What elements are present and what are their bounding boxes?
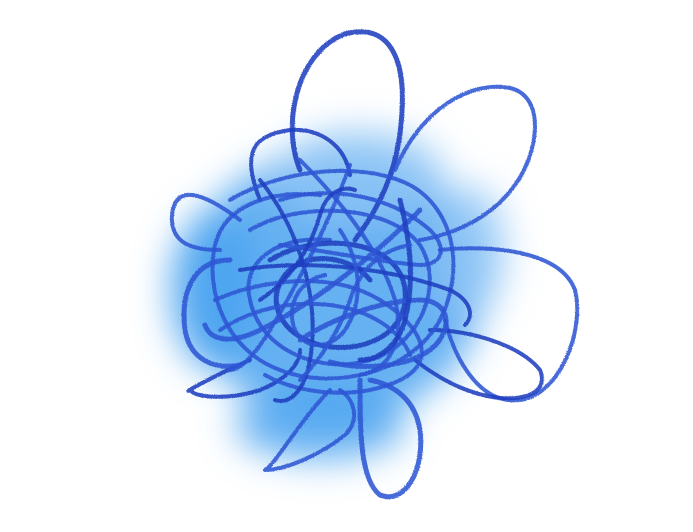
scribble-core-9 xyxy=(238,263,472,327)
scribble-loop-bottom-left xyxy=(263,388,356,472)
scribble-loop-bottom xyxy=(357,377,424,500)
scribble-core-6 xyxy=(258,178,315,403)
scribble-strokes xyxy=(169,29,580,500)
scribble-core-13 xyxy=(289,228,360,347)
scribble-core-12 xyxy=(258,186,357,302)
scribble-core-4 xyxy=(213,279,424,395)
scribble-loop-left-2 xyxy=(181,257,243,369)
scribble-loop-upper-left xyxy=(249,127,352,202)
scribble-loop-top-right xyxy=(393,84,537,242)
scribble-core-15 xyxy=(357,197,413,363)
scribble-core-7 xyxy=(202,207,423,342)
watercolor-wash xyxy=(170,130,505,460)
scribble-core-14 xyxy=(218,301,412,357)
scribble-core-10 xyxy=(278,191,443,267)
scribble-loop-right xyxy=(438,246,580,403)
scribble-loop-left xyxy=(169,192,242,252)
scribble-core-16 xyxy=(298,243,412,382)
scribble-core-8 xyxy=(228,163,352,372)
scribble-loop-lower-right xyxy=(413,328,544,401)
